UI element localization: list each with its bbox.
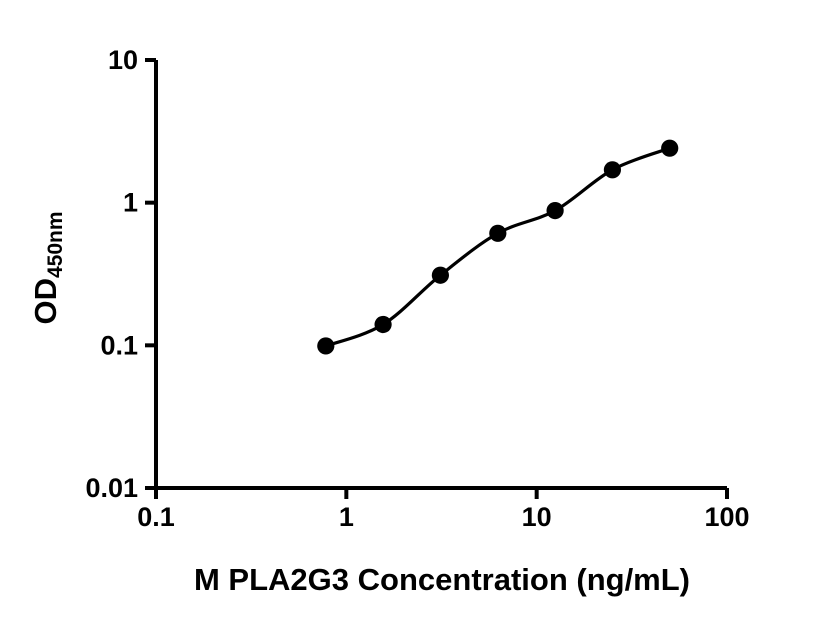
data-point <box>374 315 392 334</box>
data-point <box>431 266 449 284</box>
y-tick-label: 0.01 <box>85 473 138 503</box>
x-tick-label: 100 <box>704 502 749 532</box>
data-point <box>489 224 507 242</box>
data-point <box>603 161 622 179</box>
data-point <box>317 337 335 355</box>
x-axis-title: M PLA2G3 Concentration (ng/mL) <box>194 562 690 597</box>
x-tick-label: 0.1 <box>137 502 175 532</box>
data-point <box>546 201 564 220</box>
x-axis-ticks: 0.1 1 10 100 <box>137 488 750 532</box>
y-axis-title-main: OD <box>28 278 63 325</box>
y-axis-title: OD450nm <box>28 211 67 324</box>
y-tick-label: 1 <box>123 188 138 218</box>
x-tick-label: 1 <box>339 502 354 532</box>
y-tick-label: 0.1 <box>100 330 138 360</box>
y-axis-ticks: 0.01 0.1 1 10 <box>85 45 156 503</box>
x-tick-label: 10 <box>522 502 552 532</box>
data-point <box>661 139 679 157</box>
data-point-group <box>317 139 679 355</box>
fit-curve <box>324 146 672 348</box>
y-tick-label: 10 <box>108 45 138 75</box>
y-axis-title-subscript: 450nm <box>44 211 67 278</box>
svg-text:OD450nm: OD450nm <box>28 211 67 324</box>
